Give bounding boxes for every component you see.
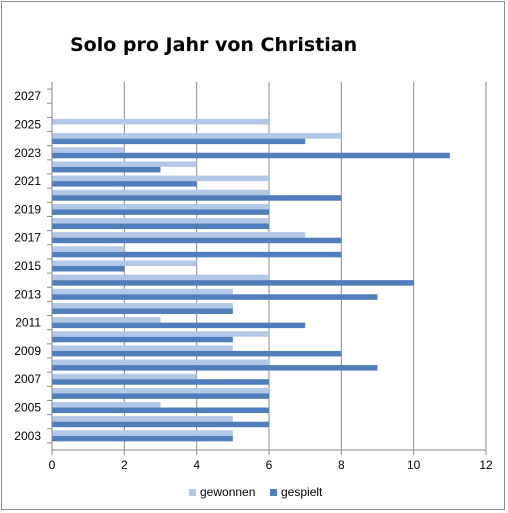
- bar-gewonnen-2025: [52, 118, 269, 125]
- y-tick-label: 2003: [14, 429, 41, 443]
- y-tick-label: 2025: [14, 117, 41, 131]
- x-tick-label: 12: [479, 458, 493, 472]
- bar-gespielt-2017: [52, 237, 342, 244]
- bar-gespielt-2010: [52, 336, 233, 343]
- y-tick-label: 2005: [14, 401, 41, 415]
- y-tick-label: 2019: [14, 202, 41, 216]
- y-tick-label: 2021: [14, 174, 41, 188]
- y-tick-label: 2013: [14, 287, 41, 301]
- bar-gespielt-2023: [52, 152, 450, 159]
- y-tick-label: 2017: [14, 231, 41, 245]
- bar-gespielt-2007: [52, 379, 269, 385]
- bar-gewonnen-2014: [52, 274, 269, 281]
- bar-gespielt-2016: [52, 251, 342, 258]
- bar-gespielt-2018: [52, 223, 269, 230]
- bar-gewonnen-2016: [52, 246, 125, 252]
- bar-gespielt-2013: [52, 294, 378, 300]
- bar-gespielt-2009: [52, 350, 342, 357]
- bar-gewonnen-2003: [52, 430, 233, 436]
- x-tick-label: 4: [193, 458, 200, 472]
- x-tick-label: 6: [266, 458, 273, 472]
- bar-gewonnen-2012: [52, 302, 233, 309]
- legend-label-gespielt: gespielt: [281, 485, 323, 499]
- bar-gewonnen-2022: [52, 161, 197, 167]
- bar-gespielt-2020: [52, 195, 342, 201]
- bar-gewonnen-2021: [52, 175, 269, 182]
- chart-title: Solo pro Jahr von Christian: [70, 34, 357, 56]
- bar-gespielt-2022: [52, 166, 161, 173]
- x-tick-label: 8: [338, 458, 345, 472]
- legend-label-gewonnen: gewonnen: [200, 485, 255, 499]
- bar-gespielt-2021: [52, 181, 197, 187]
- bar-gespielt-2011: [52, 322, 306, 329]
- bar-gewonnen-2008: [52, 359, 269, 366]
- y-tick-label: 2007: [14, 372, 41, 386]
- bar-gespielt-2012: [52, 308, 233, 314]
- bar-gewonnen-2018: [52, 218, 269, 224]
- y-tick-label: 2015: [14, 259, 41, 273]
- y-tick-label: 2023: [14, 146, 41, 160]
- bar-gewonnen-2004: [52, 416, 233, 422]
- bar-gewonnen-2015: [52, 260, 197, 266]
- y-tick-label: 2009: [14, 344, 41, 358]
- bar-gewonnen-2013: [52, 288, 233, 295]
- legend: gewonnen gespielt: [189, 485, 323, 499]
- bar-gespielt-2008: [52, 365, 378, 371]
- bar-gespielt-2004: [52, 421, 269, 428]
- x-tick-label: 10: [407, 458, 421, 472]
- bar-gewonnen-2019: [52, 203, 269, 210]
- bar-gespielt-2019: [52, 209, 269, 215]
- bar-gewonnen-2005: [52, 402, 161, 408]
- bar-gespielt-2014: [52, 280, 414, 286]
- y-tick-label: 2011: [15, 316, 41, 330]
- bar-gewonnen-2024: [52, 133, 342, 139]
- legend-swatch-gespielt: [270, 489, 277, 496]
- bar-gewonnen-2009: [52, 345, 233, 351]
- bar-gewonnen-2017: [52, 232, 306, 238]
- bar-gespielt-2024: [52, 138, 306, 145]
- bar-gespielt-2005: [52, 407, 269, 414]
- y-tick-label: 2027: [14, 89, 41, 103]
- axes: 0 2 4 6 8 10 12 2003 2005 2007 2009 2011 2013 2015 201…: [14, 82, 493, 472]
- bar-gespielt-2015: [52, 266, 125, 272]
- bar-gewonnen-2007: [52, 373, 197, 380]
- bar-gewonnen-2011: [52, 317, 161, 323]
- bar-gespielt-2006: [52, 393, 269, 399]
- bar-gewonnen-2010: [52, 331, 269, 337]
- x-tick-label: 0: [49, 458, 56, 472]
- bar-gewonnen-2020: [52, 189, 269, 196]
- bar-gewonnen-2023: [52, 147, 125, 153]
- bar-gewonnen-2006: [52, 387, 269, 394]
- legend-swatch-gewonnen: [189, 489, 196, 496]
- x-tick-label: 2: [121, 458, 128, 472]
- bars: [52, 118, 450, 442]
- bar-gespielt-2003: [52, 435, 233, 442]
